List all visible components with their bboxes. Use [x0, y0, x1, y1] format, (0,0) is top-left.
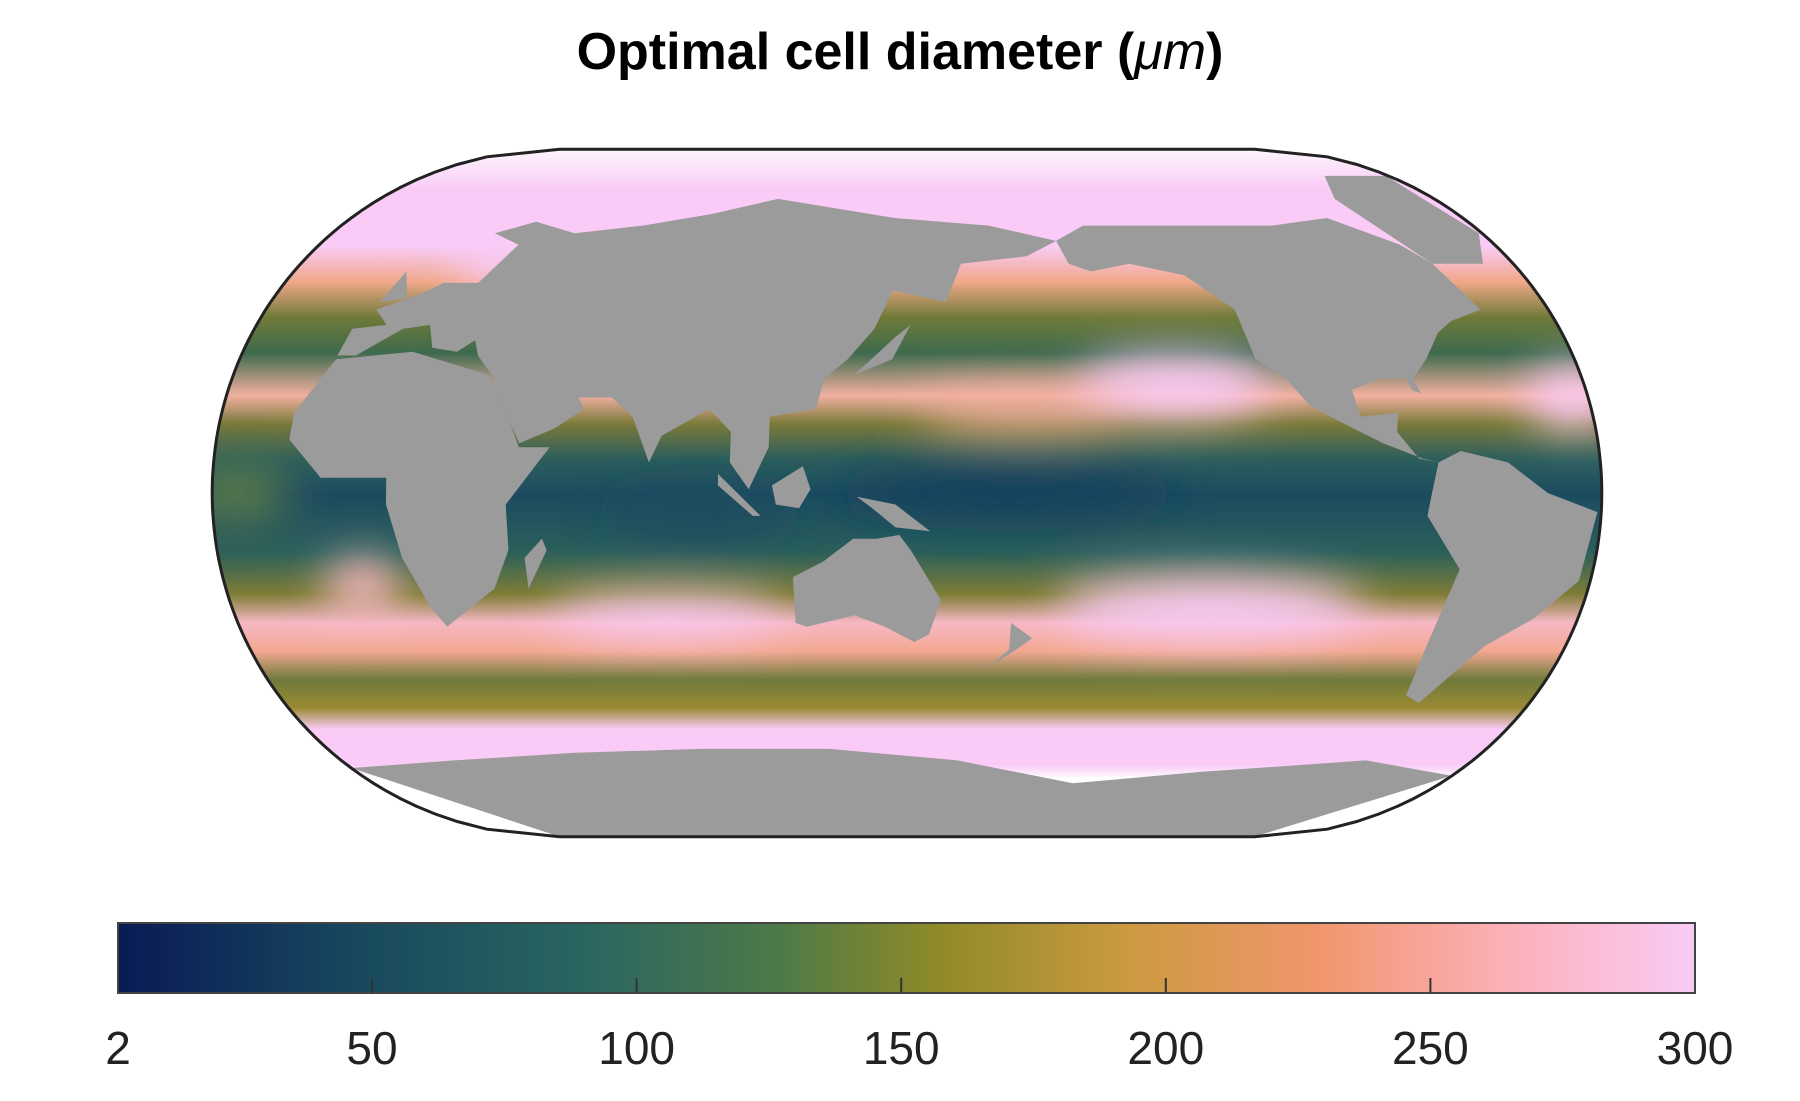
ocean-blob	[212, 462, 290, 524]
chart-title: Optimal cell diameter (μm)	[0, 22, 1800, 82]
colorbar-tick-label: 50	[346, 1022, 397, 1074]
title-unit: μm	[1134, 23, 1207, 81]
land-sumatra	[717, 473, 761, 516]
ocean-blob	[323, 557, 401, 620]
colorbar	[117, 922, 1696, 994]
ocean-blob	[552, 596, 784, 635]
title-close: )	[1206, 23, 1224, 81]
colorbar-tick-label: 200	[1127, 1022, 1204, 1074]
land-britain	[380, 271, 408, 302]
land-northamerica	[1056, 218, 1481, 463]
colorbar-tick-label: 2	[105, 1022, 131, 1074]
land-newguinea	[856, 496, 931, 532]
land-greenland	[1324, 175, 1483, 264]
land-eurasia	[337, 198, 1057, 490]
colorbar-tick-label: 150	[863, 1022, 940, 1074]
map-area	[212, 149, 1602, 837]
title-text: Optimal cell diameter (	[576, 23, 1135, 81]
colorbar-tick-label: 250	[1392, 1022, 1469, 1074]
ocean-blob	[833, 470, 1182, 516]
colorbar-tick-label: 300	[1657, 1022, 1734, 1074]
colorbar-ticks: 2 50 100 150 200 250 300	[105, 978, 1733, 1074]
ocean-blob	[916, 389, 1133, 429]
land-borneo	[771, 466, 811, 509]
land-australia	[793, 535, 941, 642]
ocean-blob	[1056, 577, 1366, 639]
land-southamerica	[1406, 451, 1598, 704]
land-japan	[854, 324, 911, 375]
ocean-blob	[602, 489, 796, 536]
land-madagascar	[524, 538, 547, 589]
colorbar-tick-label: 100	[598, 1022, 675, 1074]
land-masses	[289, 175, 1598, 837]
land-antarctica	[351, 748, 1452, 837]
ocean-blob	[1077, 355, 1271, 417]
ocean-patterns	[212, 225, 1602, 639]
land-africa	[289, 351, 550, 627]
land-newzealand	[986, 622, 1033, 669]
ocean-blob	[1526, 366, 1602, 429]
map-outline	[210, 147, 1604, 839]
